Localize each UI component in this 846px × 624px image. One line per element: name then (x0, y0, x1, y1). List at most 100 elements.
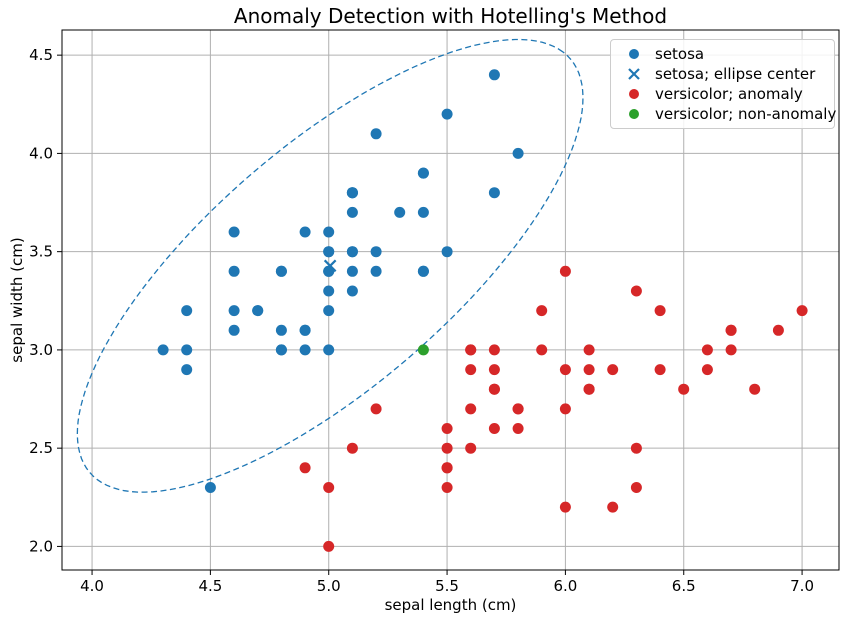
setosa-point (323, 226, 335, 238)
y-tick-label: 3.0 (29, 341, 53, 359)
versicolor-anomaly-point (725, 344, 737, 356)
legend-label: versicolor; anomaly (655, 85, 803, 103)
setosa-point (252, 305, 264, 317)
x-tick-label: 4.5 (198, 577, 222, 595)
legend-label: setosa (655, 45, 705, 63)
setosa-point (346, 265, 358, 277)
versicolor-anomaly-point (725, 324, 737, 336)
versicolor-anomaly-point (559, 364, 571, 376)
versicolor-anomaly-point (323, 540, 335, 552)
setosa-point (275, 344, 287, 356)
versicolor-anomaly-point (630, 442, 642, 454)
versicolor-anomaly-point (488, 423, 500, 434)
x-tick-label: 7.0 (790, 577, 814, 595)
setosa-point (417, 265, 429, 277)
versicolor-anomaly-point (701, 364, 713, 376)
setosa-point (181, 344, 193, 356)
setosa-ellipse-center-marker (323, 259, 337, 273)
setosa-point (181, 364, 193, 376)
legend-item-versicolor-non-anomaly: versicolor; non-anomaly (611, 104, 836, 124)
setosa-point (228, 305, 240, 317)
axes-spines (61, 29, 840, 571)
x-axis-label: sepal length (cm) (384, 596, 517, 614)
setosa-point (299, 226, 311, 238)
versicolor-anomaly-point (370, 403, 382, 415)
versicolor-anomaly-point (323, 482, 335, 493)
setosa-point (228, 265, 240, 277)
versicolor-anomaly-point (488, 344, 500, 356)
y-tick-label: 2.0 (29, 537, 53, 555)
versicolor-anomaly-point (559, 501, 571, 513)
setosa-point (488, 187, 500, 199)
legend-label: setosa; ellipse center (655, 65, 816, 83)
legend: setosa setosa; ellipse center versicolor; … (610, 39, 836, 129)
x-tick-label: 6.5 (672, 577, 696, 595)
setosa-point (394, 206, 406, 218)
setosa-point (370, 246, 382, 258)
versicolor-anomaly-point (441, 423, 453, 434)
setosa-point (370, 128, 382, 140)
versicolor-anomaly-point (488, 383, 500, 395)
versicolor-anomaly-point (583, 383, 595, 395)
setosa-point (346, 285, 358, 297)
setosa-point (417, 206, 429, 218)
versicolor-anomaly-point (536, 344, 548, 356)
setosa-point (346, 206, 358, 218)
chart-title: Anomaly Detection with Hotelling's Metho… (233, 4, 668, 28)
versicolor-non-anomaly-point (417, 344, 429, 356)
x-tick-label: 5.5 (435, 577, 459, 595)
setosa-point (441, 108, 453, 120)
versicolor-anomaly-point (630, 285, 642, 297)
versicolor-anomaly-point (465, 344, 477, 356)
setosa-point (417, 167, 429, 179)
setosa-point (275, 324, 287, 336)
versicolor-anomaly-point (512, 403, 524, 415)
versicolor-anomaly-point (488, 364, 500, 376)
versicolor-anomaly-point (441, 482, 453, 493)
versicolor-anomaly-point (441, 462, 453, 474)
y-tick-label: 4.5 (29, 46, 53, 64)
confidence-ellipse (76, 38, 584, 493)
setosa-point (323, 285, 335, 297)
y-axis-label: sepal width (cm) (8, 237, 26, 363)
legend-x-marker-icon (628, 68, 640, 80)
y-tick-label: 4.0 (29, 144, 53, 162)
setosa-point (512, 147, 524, 159)
versicolor-anomaly-point (796, 305, 808, 317)
versicolor-anomaly-point (749, 383, 761, 395)
versicolor-anomaly-point (346, 442, 358, 454)
setosa-point (488, 69, 500, 81)
setosa-point (346, 187, 358, 199)
setosa-point (323, 344, 335, 356)
versicolor-anomaly-point (299, 462, 311, 474)
x-tick-label: 5.0 (317, 577, 341, 595)
versicolor-anomaly-point (772, 324, 784, 336)
setosa-point (228, 324, 240, 336)
setosa-point (181, 305, 193, 317)
versicolor-anomaly-point (583, 364, 595, 376)
legend-item-setosa-ellipse-center: setosa; ellipse center (611, 64, 834, 84)
y-tick-label: 3.5 (29, 243, 53, 261)
versicolor-anomaly-point (583, 344, 595, 356)
legend-dot-icon (629, 109, 639, 119)
versicolor-anomaly-point (678, 383, 690, 395)
versicolor-anomaly-point (607, 364, 619, 376)
setosa-point (323, 305, 335, 317)
legend-item-setosa: setosa (611, 44, 834, 64)
versicolor-anomaly-point (512, 423, 524, 434)
setosa-point (370, 265, 382, 277)
versicolor-anomaly-point (559, 265, 571, 277)
setosa-point (323, 246, 335, 258)
legend-dot-icon (629, 49, 639, 59)
setosa-point (299, 344, 311, 356)
versicolor-anomaly-point (536, 305, 548, 317)
x-tick-label: 4.0 (80, 577, 104, 595)
setosa-point (299, 324, 311, 336)
setosa-point (157, 344, 169, 356)
setosa-point (204, 482, 216, 493)
y-tick-label: 2.5 (29, 439, 53, 457)
versicolor-anomaly-point (654, 305, 666, 317)
setosa-point (275, 265, 287, 277)
